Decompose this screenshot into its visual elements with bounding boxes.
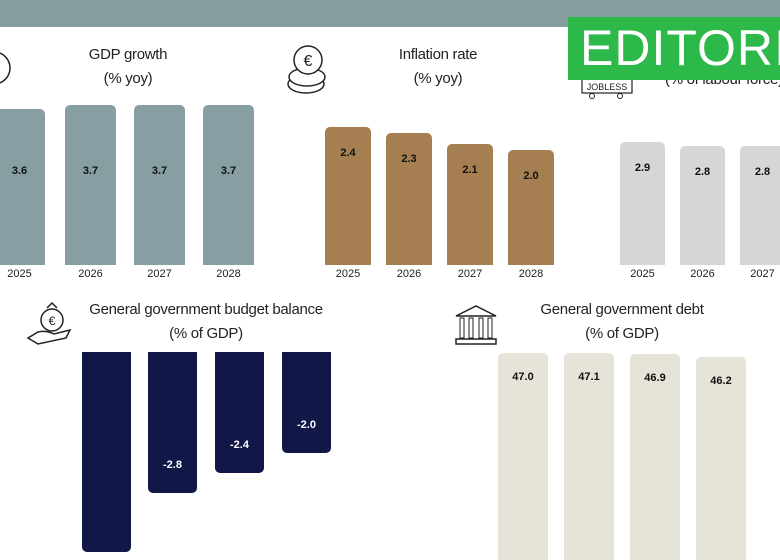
gdp-year-label: 2025 xyxy=(7,268,32,280)
money-bag-hand-icon: € xyxy=(26,301,72,345)
budget-bar xyxy=(82,352,131,552)
debt-value-label: 46.2 xyxy=(710,374,732,387)
budget-value-label: -2.4 xyxy=(230,439,249,452)
inflation-value-label: 2.4 xyxy=(340,147,356,159)
unemployment-bar: 2.8 xyxy=(680,146,725,265)
inflation-bar: 2.3 xyxy=(386,132,432,265)
unemployment-year-label: 2025 xyxy=(630,268,655,280)
gdp-bar: 3.7 xyxy=(203,105,254,265)
svg-text:€: € xyxy=(49,314,56,328)
debt-title: General government debt (% of GDP) xyxy=(540,301,704,342)
debt-bar: 46.9 xyxy=(630,353,680,560)
budget-value-label: -2.8 xyxy=(163,459,182,472)
inflation-bar: 2.0 xyxy=(508,150,554,265)
gdp-year-label: 2027 xyxy=(147,268,172,280)
budget-value-label: -2.0 xyxy=(297,419,316,431)
gdp-bar: 3.6 xyxy=(0,109,45,265)
unemployment-year-label: 2027 xyxy=(750,268,775,280)
budget-bar: -2.8 xyxy=(148,352,197,494)
bank-building-icon xyxy=(455,305,497,345)
gdp-bar: 3.7 xyxy=(65,105,116,265)
svg-text:€: € xyxy=(304,53,313,70)
inflation-title: Inflation rate (% yoy) xyxy=(398,46,478,87)
gdp-year-label: 2026 xyxy=(78,268,103,280)
debt-value-label: 46.9 xyxy=(644,371,666,384)
unemployment-value-label: 2.8 xyxy=(754,166,771,179)
inflation-value-label: 2.1 xyxy=(462,164,478,177)
unemployment-year-label: 2026 xyxy=(690,268,715,280)
jobless-sign-icon: JOBLESS xyxy=(581,78,633,99)
gdp-title: GDP growth (% yoy) xyxy=(88,46,168,87)
inflation-value-label: 2.0 xyxy=(523,170,539,182)
gdp-value-label: 3.7 xyxy=(151,164,168,177)
inflation-year-label: 2025 xyxy=(335,268,361,280)
debt-bar: 47.0 xyxy=(498,353,548,560)
unemployment-value-label: 2.9 xyxy=(634,162,651,175)
gdp-value-label: 3.7 xyxy=(82,164,99,177)
inflation-year-label: 2026 xyxy=(396,268,422,280)
inflation-year-label: 2027 xyxy=(457,268,483,280)
euro-coins-icon: € xyxy=(287,45,326,94)
inflation-bar: 2.4 xyxy=(325,127,371,265)
debt-value-label: 47.0 xyxy=(512,371,534,384)
budget-title: General government budget balance (% of G… xyxy=(89,301,323,342)
editorial-watermark: EDITORIA xyxy=(568,17,780,80)
globe-icon xyxy=(0,52,11,84)
inflation-value-label: 2.3 xyxy=(401,152,417,165)
debt-bar: 46.2 xyxy=(696,356,746,560)
inflation-year-label: 2028 xyxy=(518,268,544,280)
budget-bar: -2.4 xyxy=(215,352,264,474)
unemployment-value-label: 2.8 xyxy=(694,166,711,179)
svg-text:JOBLESS: JOBLESS xyxy=(587,82,628,92)
inflation-bar: 2.1 xyxy=(447,144,493,265)
gdp-value-label: 3.6 xyxy=(11,164,28,177)
unemployment-bar: 2.9 xyxy=(620,142,665,265)
budget-bar: -2.0 xyxy=(282,352,331,453)
debt-value-label: 47.1 xyxy=(578,370,600,383)
debt-bar: 47.1 xyxy=(564,352,614,560)
unemployment-bar: 2.8 xyxy=(740,146,780,265)
gdp-value-label: 3.7 xyxy=(220,164,237,177)
gdp-year-label: 2028 xyxy=(216,268,241,280)
gdp-bar: 3.7 xyxy=(134,105,185,265)
